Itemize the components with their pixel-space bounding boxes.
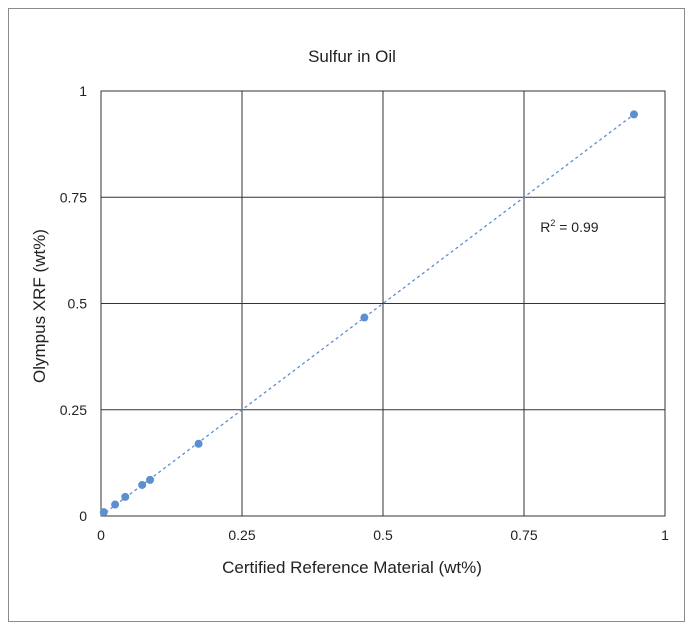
x-axis-label: Certified Reference Material (wt%) [222,558,482,577]
plot-grid [100,90,666,517]
y-tick-label: 0.25 [60,402,87,418]
data-point [138,480,147,489]
data-point [629,110,638,119]
r-squared-annotation: R2 = 0.99 [540,218,599,235]
data-point [194,439,203,448]
data-point [121,492,130,501]
data-point [99,508,108,517]
data-point [146,475,155,484]
data-point [360,313,369,322]
y-axis-label: Olympus XRF (wt%) [30,229,49,383]
y-tick-label: 0.75 [60,189,87,205]
x-tick-label: 0 [97,527,105,543]
x-tick-label: 1 [661,527,669,543]
x-tick-label: 0.25 [228,527,255,543]
y-tick-label: 0.5 [68,296,88,312]
x-tick-label: 0.5 [373,527,393,543]
y-tick-label: 1 [79,83,87,99]
chart-title: Sulfur in Oil [308,47,396,66]
data-point [111,500,120,509]
data-points [99,110,638,517]
axis-ticks: 0 0.25 0.5 0.75 1 0 0.25 0.5 0.75 1 [60,83,669,543]
x-tick-label: 0.75 [510,527,537,543]
y-tick-label: 0 [79,508,87,524]
chart-frame [8,8,685,622]
